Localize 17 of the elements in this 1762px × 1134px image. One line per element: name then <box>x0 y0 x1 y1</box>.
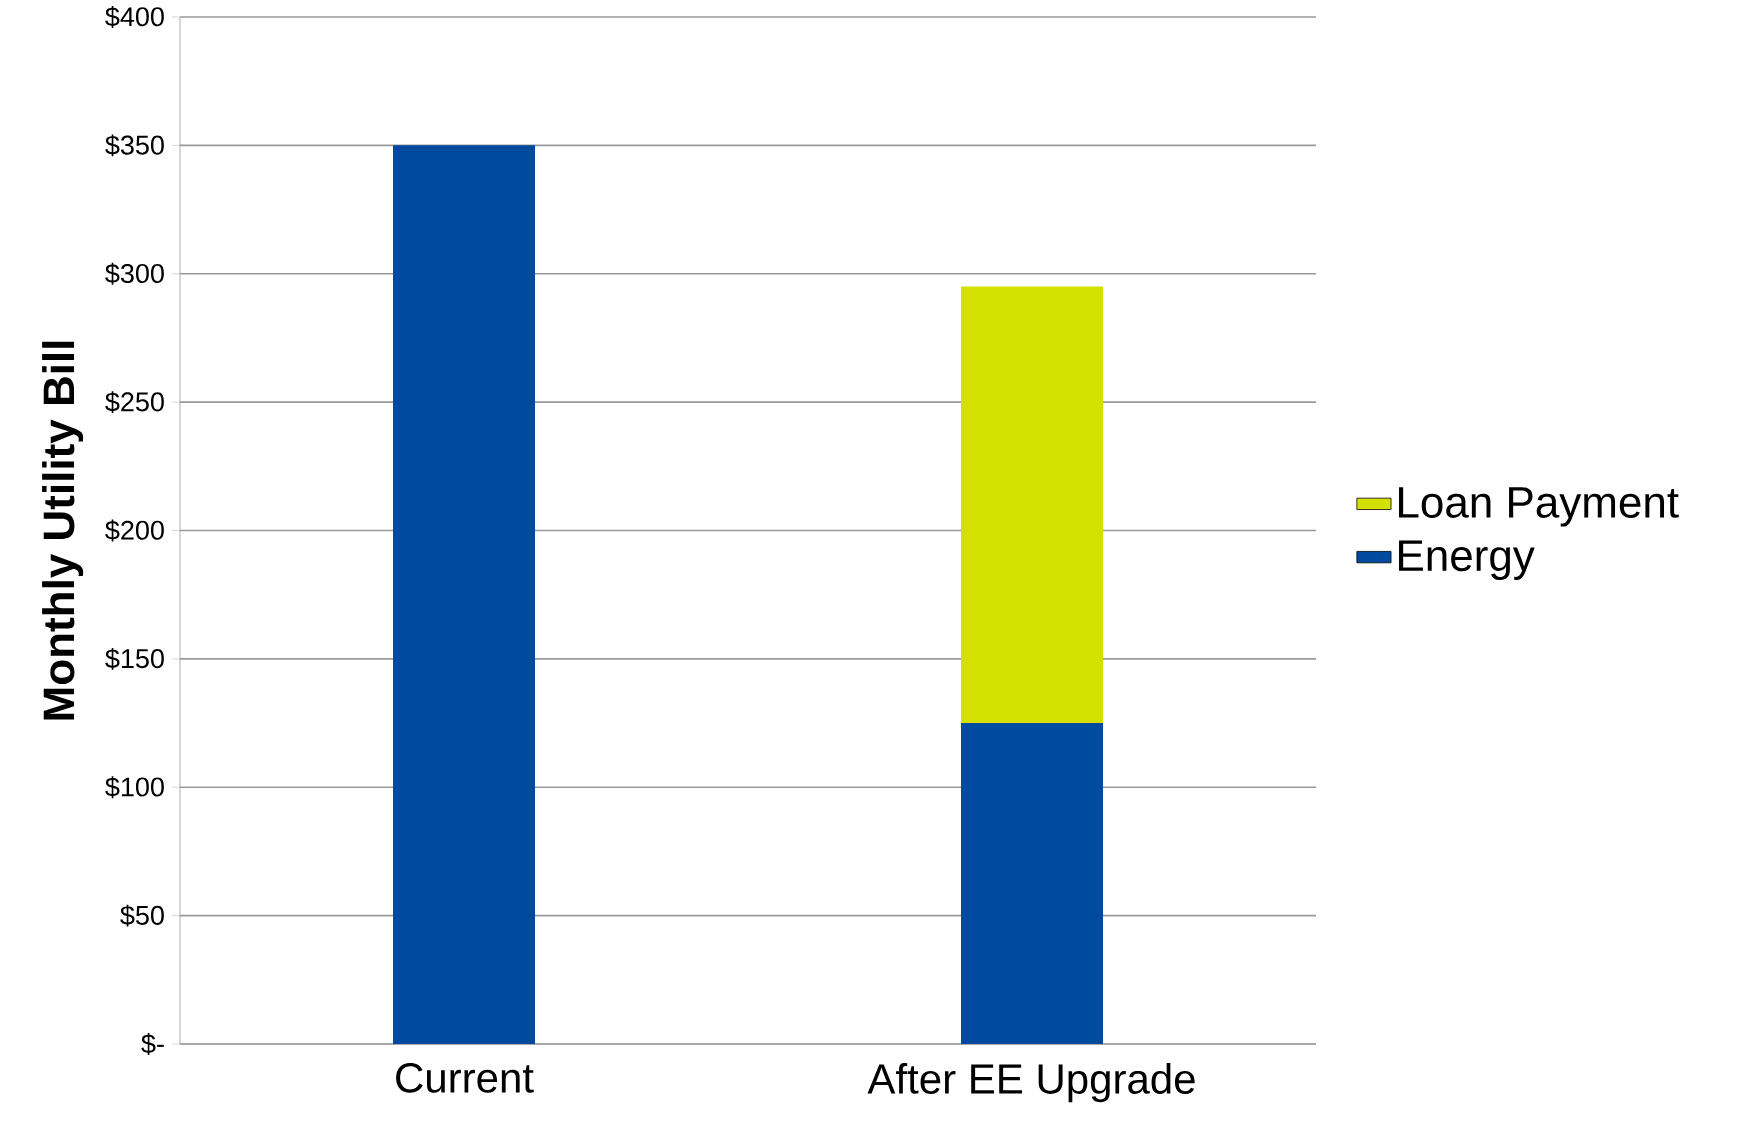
y-tick-label: $- <box>141 1033 164 1055</box>
y-tick-label: $350 <box>105 134 164 157</box>
y-tick-label: $300 <box>105 262 164 285</box>
y-tick-label: $100 <box>105 776 164 799</box>
legend-label: Energy <box>1399 540 1535 580</box>
y-tick-label: $50 <box>120 904 164 927</box>
bar <box>393 145 536 1044</box>
x-tick-label: After EE Upgrade <box>867 1063 1195 1103</box>
x-tick-label: Current <box>396 1063 534 1093</box>
bar <box>961 723 1104 1044</box>
y-axis-title: Monthly Utility Bill <box>42 341 84 720</box>
bar <box>961 286 1104 724</box>
y-tick-label: $250 <box>105 391 164 414</box>
y-tick-label: $200 <box>105 519 164 542</box>
legend-label: Loan Payment <box>1399 487 1679 527</box>
y-tick-label: $150 <box>105 647 164 670</box>
y-tick-label: $400 <box>105 6 164 28</box>
